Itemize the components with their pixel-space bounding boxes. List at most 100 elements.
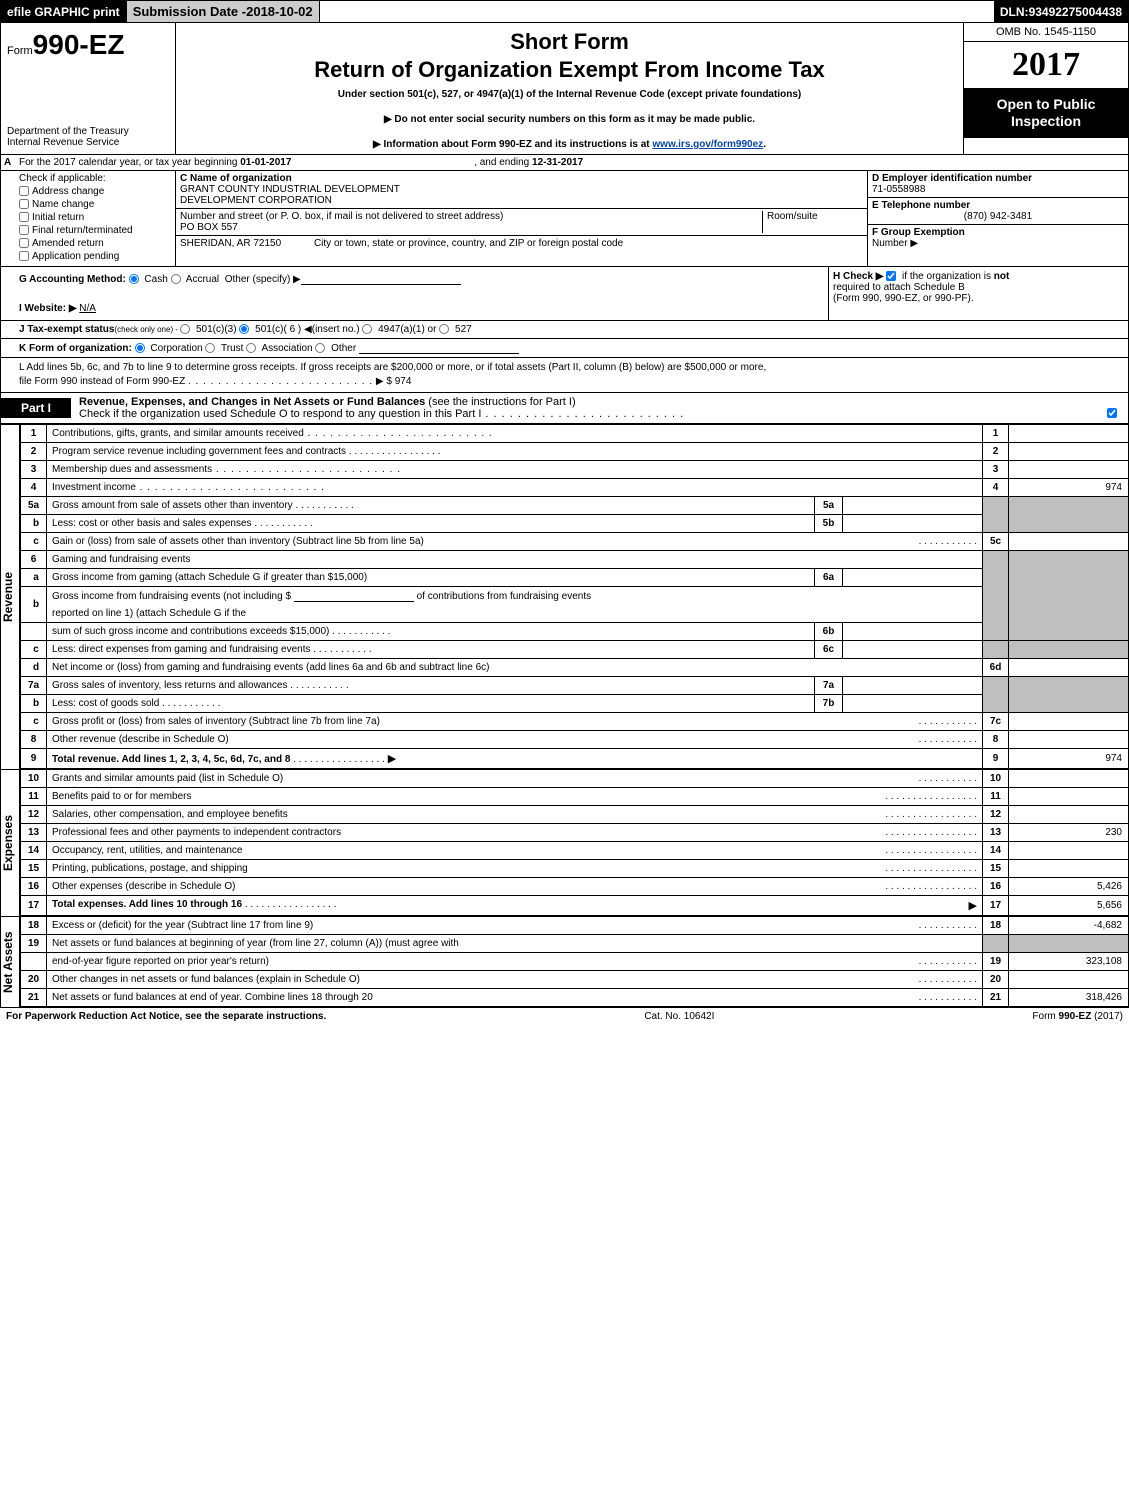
header-left: Form990-EZ Department of the Treasury In… (1, 23, 176, 154)
chk-address-change-input[interactable] (19, 186, 29, 196)
addr-block: Number and street (or P. O. box, if mail… (176, 209, 867, 236)
radio-trust[interactable] (205, 343, 215, 353)
chk-application-pending-input[interactable] (19, 251, 29, 261)
ln-5a: 5a (21, 497, 47, 515)
radio-association[interactable] (246, 343, 256, 353)
form-number: Form990-EZ (7, 29, 169, 61)
arrow-17: ▶ (969, 899, 977, 912)
num-7c: 7c (983, 713, 1009, 731)
row-6d: dNet income or (loss) from gaming and fu… (21, 659, 1129, 677)
chk-initial-return[interactable]: Initial return (19, 212, 171, 223)
grey-6-amt (1009, 551, 1129, 641)
open-line-2: Inspection (968, 113, 1124, 130)
mini-6a: 6a (815, 569, 843, 587)
desc-6b-2: reported on line 1) (attach Schedule G i… (47, 605, 983, 623)
website-value: N/A (79, 303, 96, 314)
header-right: OMB No. 1545-1150 2017 Open to Public In… (963, 23, 1128, 154)
desc-1: Contributions, gifts, grants, and simila… (52, 428, 493, 439)
chk-name-change-input[interactable] (19, 199, 29, 209)
row-14: 14 Occupancy, rent, utilities, and mainte… (21, 842, 1129, 860)
amt-7c (1009, 713, 1129, 731)
row-19a: 19Net assets or fund balances at beginni… (21, 935, 1129, 953)
expenses-section: Expenses 10Grants and similar amounts pa… (0, 769, 1129, 916)
dots-21 (919, 992, 977, 1003)
org-addr: PO BOX 557 (180, 222, 238, 233)
ln-18: 18 (21, 917, 47, 935)
ln-6b: b (21, 587, 47, 623)
line-A: A For the 2017 calendar year, or tax yea… (0, 155, 1129, 171)
desc-5c: Gain or (loss) from sale of assets other… (52, 536, 424, 547)
radio-cash[interactable] (129, 274, 139, 284)
chk-partI-schedO[interactable] (1107, 408, 1117, 418)
form990ez-link[interactable]: www.irs.gov/form990ez (652, 139, 763, 150)
ln-7c: c (21, 713, 47, 731)
chk-amended-return[interactable]: Amended return (19, 238, 171, 249)
desc-8: Other revenue (describe in Schedule O) (52, 734, 229, 745)
mini-7a: 7a (815, 677, 843, 695)
row-GHI: G Accounting Method: Cash Accrual Other … (0, 267, 1129, 321)
num-2: 2 (983, 443, 1009, 461)
lineI-label: I Website: ▶ (19, 303, 77, 314)
ln-16: 16 (21, 878, 47, 896)
radio-501c[interactable] (239, 324, 249, 334)
other-specify-line (301, 273, 461, 285)
dots-17 (242, 899, 336, 910)
amt-10 (1009, 770, 1129, 788)
footer-right: Form 990-EZ (2017) (1032, 1011, 1123, 1022)
netassets-section: Net Assets 18Excess or (deficit) for the… (0, 916, 1129, 1007)
row-7c: cGross profit or (loss) from sales of in… (21, 713, 1129, 731)
radio-corporation[interactable] (135, 343, 145, 353)
desc-3: Membership dues and assessments (52, 464, 401, 475)
amt-3 (1009, 461, 1129, 479)
lineJ-note: (check only one) - (114, 325, 180, 334)
radio-4947[interactable] (362, 324, 372, 334)
chk-name-change[interactable]: Name change (19, 199, 171, 210)
phone-value: (870) 942-3481 (872, 211, 1124, 222)
num-21: 21 (983, 989, 1009, 1007)
lineJ-label: J Tax-exempt status (19, 324, 114, 335)
box-C: C Name of organization GRANT COUNTY INDU… (176, 171, 868, 266)
row-6b-2: reported on line 1) (attach Schedule G i… (21, 605, 1129, 623)
chk-address-change[interactable]: Address change (19, 186, 171, 197)
footer-mid: Cat. No. 10642I (644, 1011, 714, 1022)
radio-527[interactable] (439, 324, 449, 334)
ln-15: 15 (21, 860, 47, 878)
chk-lineH[interactable] (886, 271, 896, 281)
chk-final-return-input[interactable] (19, 225, 29, 235)
mini-6c: 6c (815, 641, 843, 659)
amt-5c (1009, 533, 1129, 551)
desc-5b: Less: cost or other basis and sales expe… (52, 518, 313, 529)
box-E: E Telephone number (870) 942-3481 (868, 198, 1128, 225)
line-J: J Tax-exempt status(check only one) - 50… (0, 321, 1129, 339)
row-13: 13Professional fees and other payments t… (21, 824, 1129, 842)
ln-11: 11 (21, 788, 47, 806)
desc-7b: Less: cost of goods sold (52, 698, 220, 709)
radio-accrual[interactable] (171, 274, 181, 284)
desc-4: Investment income (52, 482, 325, 493)
radio-accrual-label: Accrual (186, 274, 219, 285)
chk-amended-return-input[interactable] (19, 238, 29, 248)
num-5c: 5c (983, 533, 1009, 551)
ln-13: 13 (21, 824, 47, 842)
desc-14: Occupancy, rent, utilities, and maintena… (52, 845, 242, 856)
letter-A: A (4, 157, 11, 168)
chk-initial-return-input[interactable] (19, 212, 29, 222)
lineH-text3: (Form 990, 990-EZ, or 990-PF). (833, 293, 974, 304)
dots-19 (919, 956, 977, 967)
box-H: H Check ▶ if the organization is not req… (828, 267, 1128, 320)
amt-1 (1009, 425, 1129, 443)
ln-14: 14 (21, 842, 47, 860)
grey-7ab-amt (1009, 677, 1129, 713)
partI-check-text: Check if the organization used Schedule … (79, 408, 481, 420)
desc-2: Program service revenue including govern… (52, 446, 441, 457)
chk-final-return-label: Final return/terminated (32, 225, 133, 236)
radio-501c3[interactable] (180, 324, 190, 334)
lineA-pre: For the 2017 calendar year, or tax year … (19, 157, 240, 168)
dots-5c (919, 536, 977, 547)
chk-application-pending[interactable]: Application pending (19, 251, 171, 262)
chk-final-return[interactable]: Final return/terminated (19, 225, 171, 236)
row-8: 8Other revenue (describe in Schedule O)8 (21, 731, 1129, 749)
radio-other-org[interactable] (315, 343, 325, 353)
radio-other-org-label: Other (331, 343, 356, 354)
radio-corporation-label: Corporation (150, 343, 202, 354)
